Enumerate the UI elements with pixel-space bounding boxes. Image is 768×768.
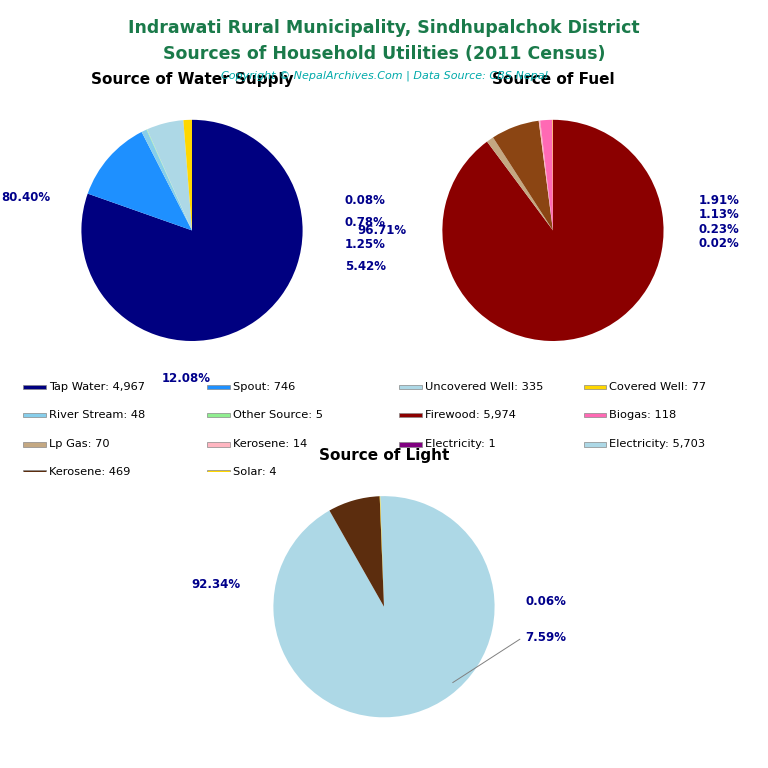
Bar — [207, 442, 230, 446]
Text: Other Source: 5: Other Source: 5 — [233, 410, 323, 420]
Text: 80.40%: 80.40% — [2, 190, 51, 204]
Wedge shape — [141, 130, 192, 230]
Bar — [207, 470, 230, 475]
Wedge shape — [540, 121, 553, 230]
Wedge shape — [329, 496, 384, 607]
Text: Kerosene: 469: Kerosene: 469 — [49, 467, 131, 478]
Bar — [399, 413, 422, 418]
Text: Covered Well: 77: Covered Well: 77 — [610, 382, 707, 392]
Wedge shape — [538, 121, 553, 230]
Bar — [584, 385, 606, 389]
Wedge shape — [88, 132, 192, 230]
Bar — [23, 413, 45, 418]
Text: 0.08%: 0.08% — [345, 194, 386, 207]
Title: Source of Fuel: Source of Fuel — [492, 72, 614, 87]
Text: Firewood: 5,974: Firewood: 5,974 — [425, 410, 516, 420]
Text: Tap Water: 4,967: Tap Water: 4,967 — [49, 382, 145, 392]
Text: 7.59%: 7.59% — [525, 631, 567, 644]
Bar — [399, 385, 422, 389]
Text: 0.78%: 0.78% — [345, 216, 386, 229]
Bar — [207, 413, 230, 418]
Text: 1.13%: 1.13% — [699, 208, 740, 221]
Text: 5.42%: 5.42% — [345, 260, 386, 273]
Text: 0.23%: 0.23% — [699, 223, 740, 236]
Text: Uncovered Well: 335: Uncovered Well: 335 — [425, 382, 544, 392]
Wedge shape — [147, 120, 192, 230]
Text: Indrawati Rural Municipality, Sindhupalchok District: Indrawati Rural Municipality, Sindhupalc… — [128, 19, 640, 37]
Bar — [584, 442, 606, 446]
Text: Spout: 746: Spout: 746 — [233, 382, 296, 392]
Wedge shape — [379, 496, 384, 607]
Text: Electricity: 1: Electricity: 1 — [425, 439, 496, 449]
Bar — [584, 413, 606, 418]
Text: 0.06%: 0.06% — [525, 594, 567, 607]
Text: Electricity: 5,703: Electricity: 5,703 — [610, 439, 706, 449]
Text: Solar: 4: Solar: 4 — [233, 467, 276, 478]
Bar — [23, 442, 45, 446]
Title: Source of Water Supply: Source of Water Supply — [91, 72, 293, 87]
Wedge shape — [81, 120, 303, 341]
Title: Source of Light: Source of Light — [319, 449, 449, 463]
Bar — [23, 385, 45, 389]
Text: 96.71%: 96.71% — [358, 224, 407, 237]
Text: River Stream: 48: River Stream: 48 — [49, 410, 145, 420]
Text: 92.34%: 92.34% — [191, 578, 240, 591]
Text: Kerosene: 14: Kerosene: 14 — [233, 439, 307, 449]
Wedge shape — [540, 120, 553, 230]
Wedge shape — [493, 121, 553, 230]
Text: Sources of Household Utilities (2011 Census): Sources of Household Utilities (2011 Cen… — [163, 45, 605, 62]
Bar — [399, 442, 422, 446]
Text: 12.08%: 12.08% — [162, 372, 211, 385]
Text: Copyright © NepalArchives.Com | Data Source: CBS Nepal: Copyright © NepalArchives.Com | Data Sou… — [220, 71, 548, 81]
Text: Biogas: 118: Biogas: 118 — [610, 410, 677, 420]
Wedge shape — [184, 120, 192, 230]
Wedge shape — [487, 137, 553, 230]
Text: 1.25%: 1.25% — [345, 238, 386, 251]
Bar — [207, 385, 230, 389]
Text: Lp Gas: 70: Lp Gas: 70 — [49, 439, 110, 449]
Wedge shape — [273, 496, 495, 717]
Text: 0.02%: 0.02% — [699, 237, 740, 250]
Bar — [23, 470, 45, 475]
Wedge shape — [442, 120, 664, 341]
Wedge shape — [147, 129, 192, 230]
Text: 1.91%: 1.91% — [699, 194, 740, 207]
